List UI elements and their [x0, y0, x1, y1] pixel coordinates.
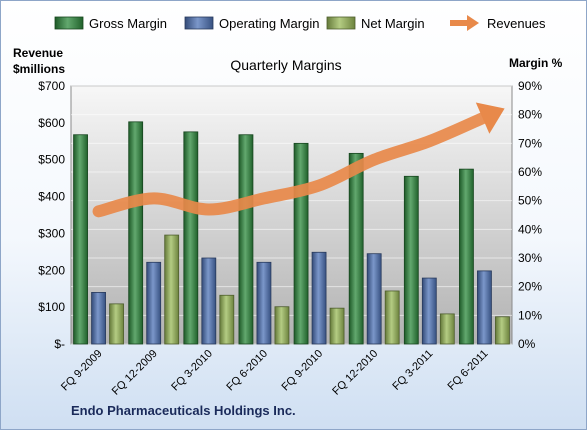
bar-net-margin: [495, 316, 510, 345]
category-label: FQ 6-2010: [224, 348, 270, 394]
category-label: FQ 3-2011: [390, 348, 435, 393]
left-tick-label: $-: [54, 337, 65, 351]
revenue-line: [92, 111, 491, 218]
left-tick-label: $300: [38, 226, 65, 240]
bar-net-margin: [219, 294, 235, 345]
bar-net-margin: [164, 234, 180, 345]
left-tick-label: $600: [38, 116, 65, 130]
legend-swatch-operating-margin: [184, 16, 214, 30]
legend-swatch-net-margin: [326, 16, 356, 30]
left-tick-label: $100: [38, 300, 65, 314]
company-name: Endo Pharmaceuticals Holdings Inc.: [71, 403, 296, 418]
legend-label: Net Margin: [361, 16, 425, 31]
bar-operating-margin: [201, 257, 217, 345]
bar-net-margin: [439, 313, 455, 345]
right-tick-label: 30%: [518, 251, 542, 265]
legend-label: Revenues: [487, 16, 546, 31]
legend: Gross Margin Operating Margin Net Margin Re…: [54, 15, 546, 31]
bar-gross-margin: [128, 121, 144, 345]
bar-gross-margin: [348, 152, 364, 345]
bar-operating-margin: [366, 253, 382, 345]
legend-label: Gross Margin: [89, 16, 167, 31]
plot-area: [70, 85, 513, 345]
category-label: FQ 12-2010: [330, 348, 380, 398]
left-axis-title-units: $millions: [13, 62, 65, 76]
right-tick-label: 20%: [518, 280, 542, 294]
right-tick-label: 70%: [518, 136, 542, 150]
category-label: FQ 3-2010: [169, 348, 215, 394]
left-tick-label: $400: [38, 190, 65, 204]
bar-operating-margin: [146, 261, 162, 345]
bar-net-margin: [329, 307, 345, 345]
left-tick-label: $700: [38, 79, 65, 93]
category-label: FQ 9-2009: [59, 348, 105, 394]
right-axis-title: Margin %: [509, 56, 563, 70]
legend-arrowhead-revenues: [467, 15, 479, 31]
bar-gross-margin: [73, 134, 88, 345]
bar-net-margin: [274, 306, 290, 345]
bar-gross-margin: [238, 134, 254, 345]
legend-label: Operating Margin: [219, 16, 319, 31]
right-tick-label: 10%: [518, 308, 542, 322]
legend-swatch-gross-margin: [54, 16, 84, 30]
bar-operating-margin: [421, 277, 437, 345]
right-tick-label: 40%: [518, 222, 542, 236]
left-tick-label: $200: [38, 263, 65, 277]
right-tick-label: 0%: [518, 337, 536, 351]
left-tick-label: $500: [38, 153, 65, 167]
bar-gross-margin: [403, 175, 419, 345]
category-label: FQ 9-2010: [280, 348, 326, 394]
bar-operating-margin: [477, 270, 492, 345]
bar-gross-margin: [293, 142, 309, 345]
right-tick-label: 80%: [518, 108, 542, 122]
category-label: FQ 12-2009: [110, 348, 160, 398]
right-tick-label: 90%: [518, 79, 542, 93]
bar-net-margin: [384, 290, 400, 345]
bar-operating-margin: [256, 261, 272, 345]
bar-operating-margin: [91, 291, 106, 345]
bar-net-margin: [109, 303, 124, 345]
bar-operating-margin: [311, 251, 327, 345]
category-label: FQ 6-2011: [445, 348, 490, 393]
bar-gross-margin: [459, 168, 474, 345]
right-tick-label: 50%: [518, 194, 542, 208]
revenue-arrowhead: [475, 102, 505, 134]
right-tick-label: 60%: [518, 165, 542, 179]
chart-title: Quarterly Margins: [230, 57, 341, 73]
bar-gross-margin: [183, 131, 199, 345]
left-axis-title: Revenue: [13, 46, 63, 60]
